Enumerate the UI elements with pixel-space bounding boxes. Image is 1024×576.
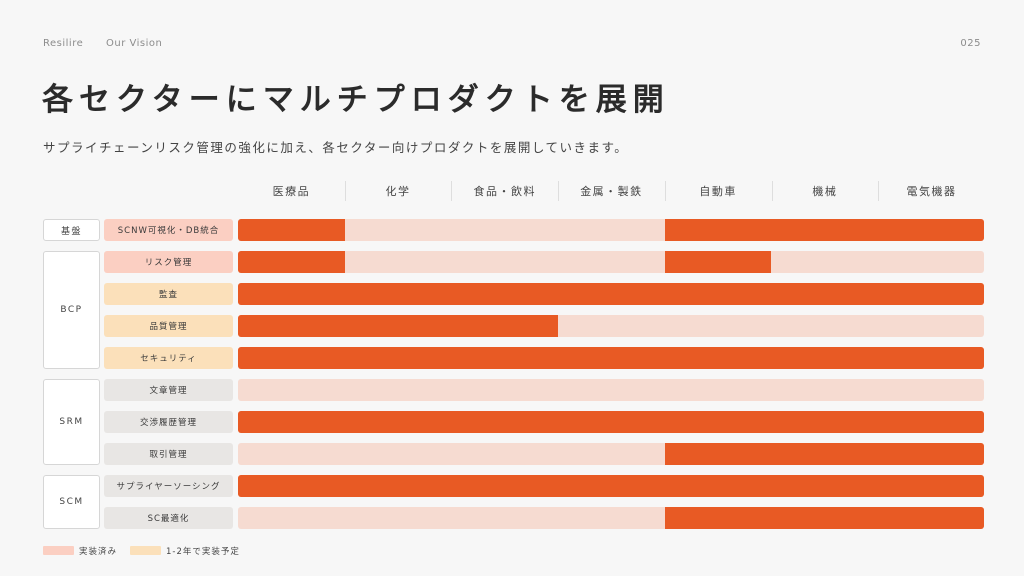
coverage-segment: [664, 219, 984, 241]
coverage-track: [238, 283, 984, 305]
product-label: 文章管理: [104, 379, 233, 401]
page-subtitle: サプライチェーンリスク管理の強化に加え、各セクター向けプロダクトを展開していきま…: [43, 140, 629, 155]
sector-header: 電気機器: [906, 185, 957, 198]
sector-header: 機械: [812, 185, 838, 198]
coverage-segment: [238, 411, 984, 433]
product-label: セキュリティ: [104, 347, 233, 369]
group-label: BCP: [43, 251, 100, 369]
coverage-segment: [664, 251, 772, 273]
sector-divider: [451, 181, 453, 201]
page-title: 各セクターにマルチプロダクトを展開: [42, 82, 670, 118]
sector-divider: [771, 181, 773, 201]
coverage-track: [238, 507, 984, 529]
coverage-segment: [664, 507, 984, 529]
coverage-segment: [238, 315, 559, 337]
coverage-segment: [664, 443, 984, 465]
group-label: 基盤: [43, 219, 100, 241]
product-label: サプライヤーソーシング: [104, 475, 233, 497]
coverage-segment: [238, 347, 984, 369]
sector-header: 食品・飲料: [473, 185, 536, 198]
coverage-track: [238, 219, 984, 241]
product-label: リスク管理: [104, 251, 233, 273]
legend-label: 1-2年で実装予定: [166, 547, 240, 557]
coverage-track: [238, 347, 984, 369]
sector-header: 自動車: [699, 185, 737, 198]
coverage-segment: [238, 219, 345, 241]
legend-label: 実装済み: [79, 547, 118, 557]
section-name: Our Vision: [106, 38, 163, 49]
coverage-track: [238, 411, 984, 433]
sector-divider: [878, 181, 880, 201]
group-label: SCM: [43, 475, 100, 529]
coverage-track: [238, 251, 984, 273]
coverage-track: [238, 475, 984, 497]
product-label: SCNW可視化・DB統合: [104, 219, 233, 241]
group-label: SRM: [43, 379, 100, 465]
legend-swatch: [130, 546, 161, 555]
coverage-track: [238, 379, 984, 401]
product-label: 取引管理: [104, 443, 233, 465]
product-label: 交渉履歴管理: [104, 411, 233, 433]
sector-divider: [664, 181, 666, 201]
sector-header: 化学: [385, 185, 411, 198]
coverage-segment: [238, 251, 345, 273]
coverage-track: [238, 443, 984, 465]
product-label: SC最適化: [104, 507, 233, 529]
coverage-segment: [238, 283, 984, 305]
legend-swatch: [43, 546, 74, 555]
coverage-segment: [238, 475, 984, 497]
page-number: 025: [960, 38, 981, 49]
sector-divider: [344, 181, 346, 201]
brand-name: Resilire: [43, 38, 84, 49]
coverage-track: [238, 315, 984, 337]
sector-header: 医療品: [272, 185, 311, 198]
sector-divider: [558, 181, 560, 201]
sector-header: 金属・製鉄: [580, 185, 643, 198]
product-label: 監査: [104, 283, 233, 305]
product-label: 品質管理: [104, 315, 233, 337]
